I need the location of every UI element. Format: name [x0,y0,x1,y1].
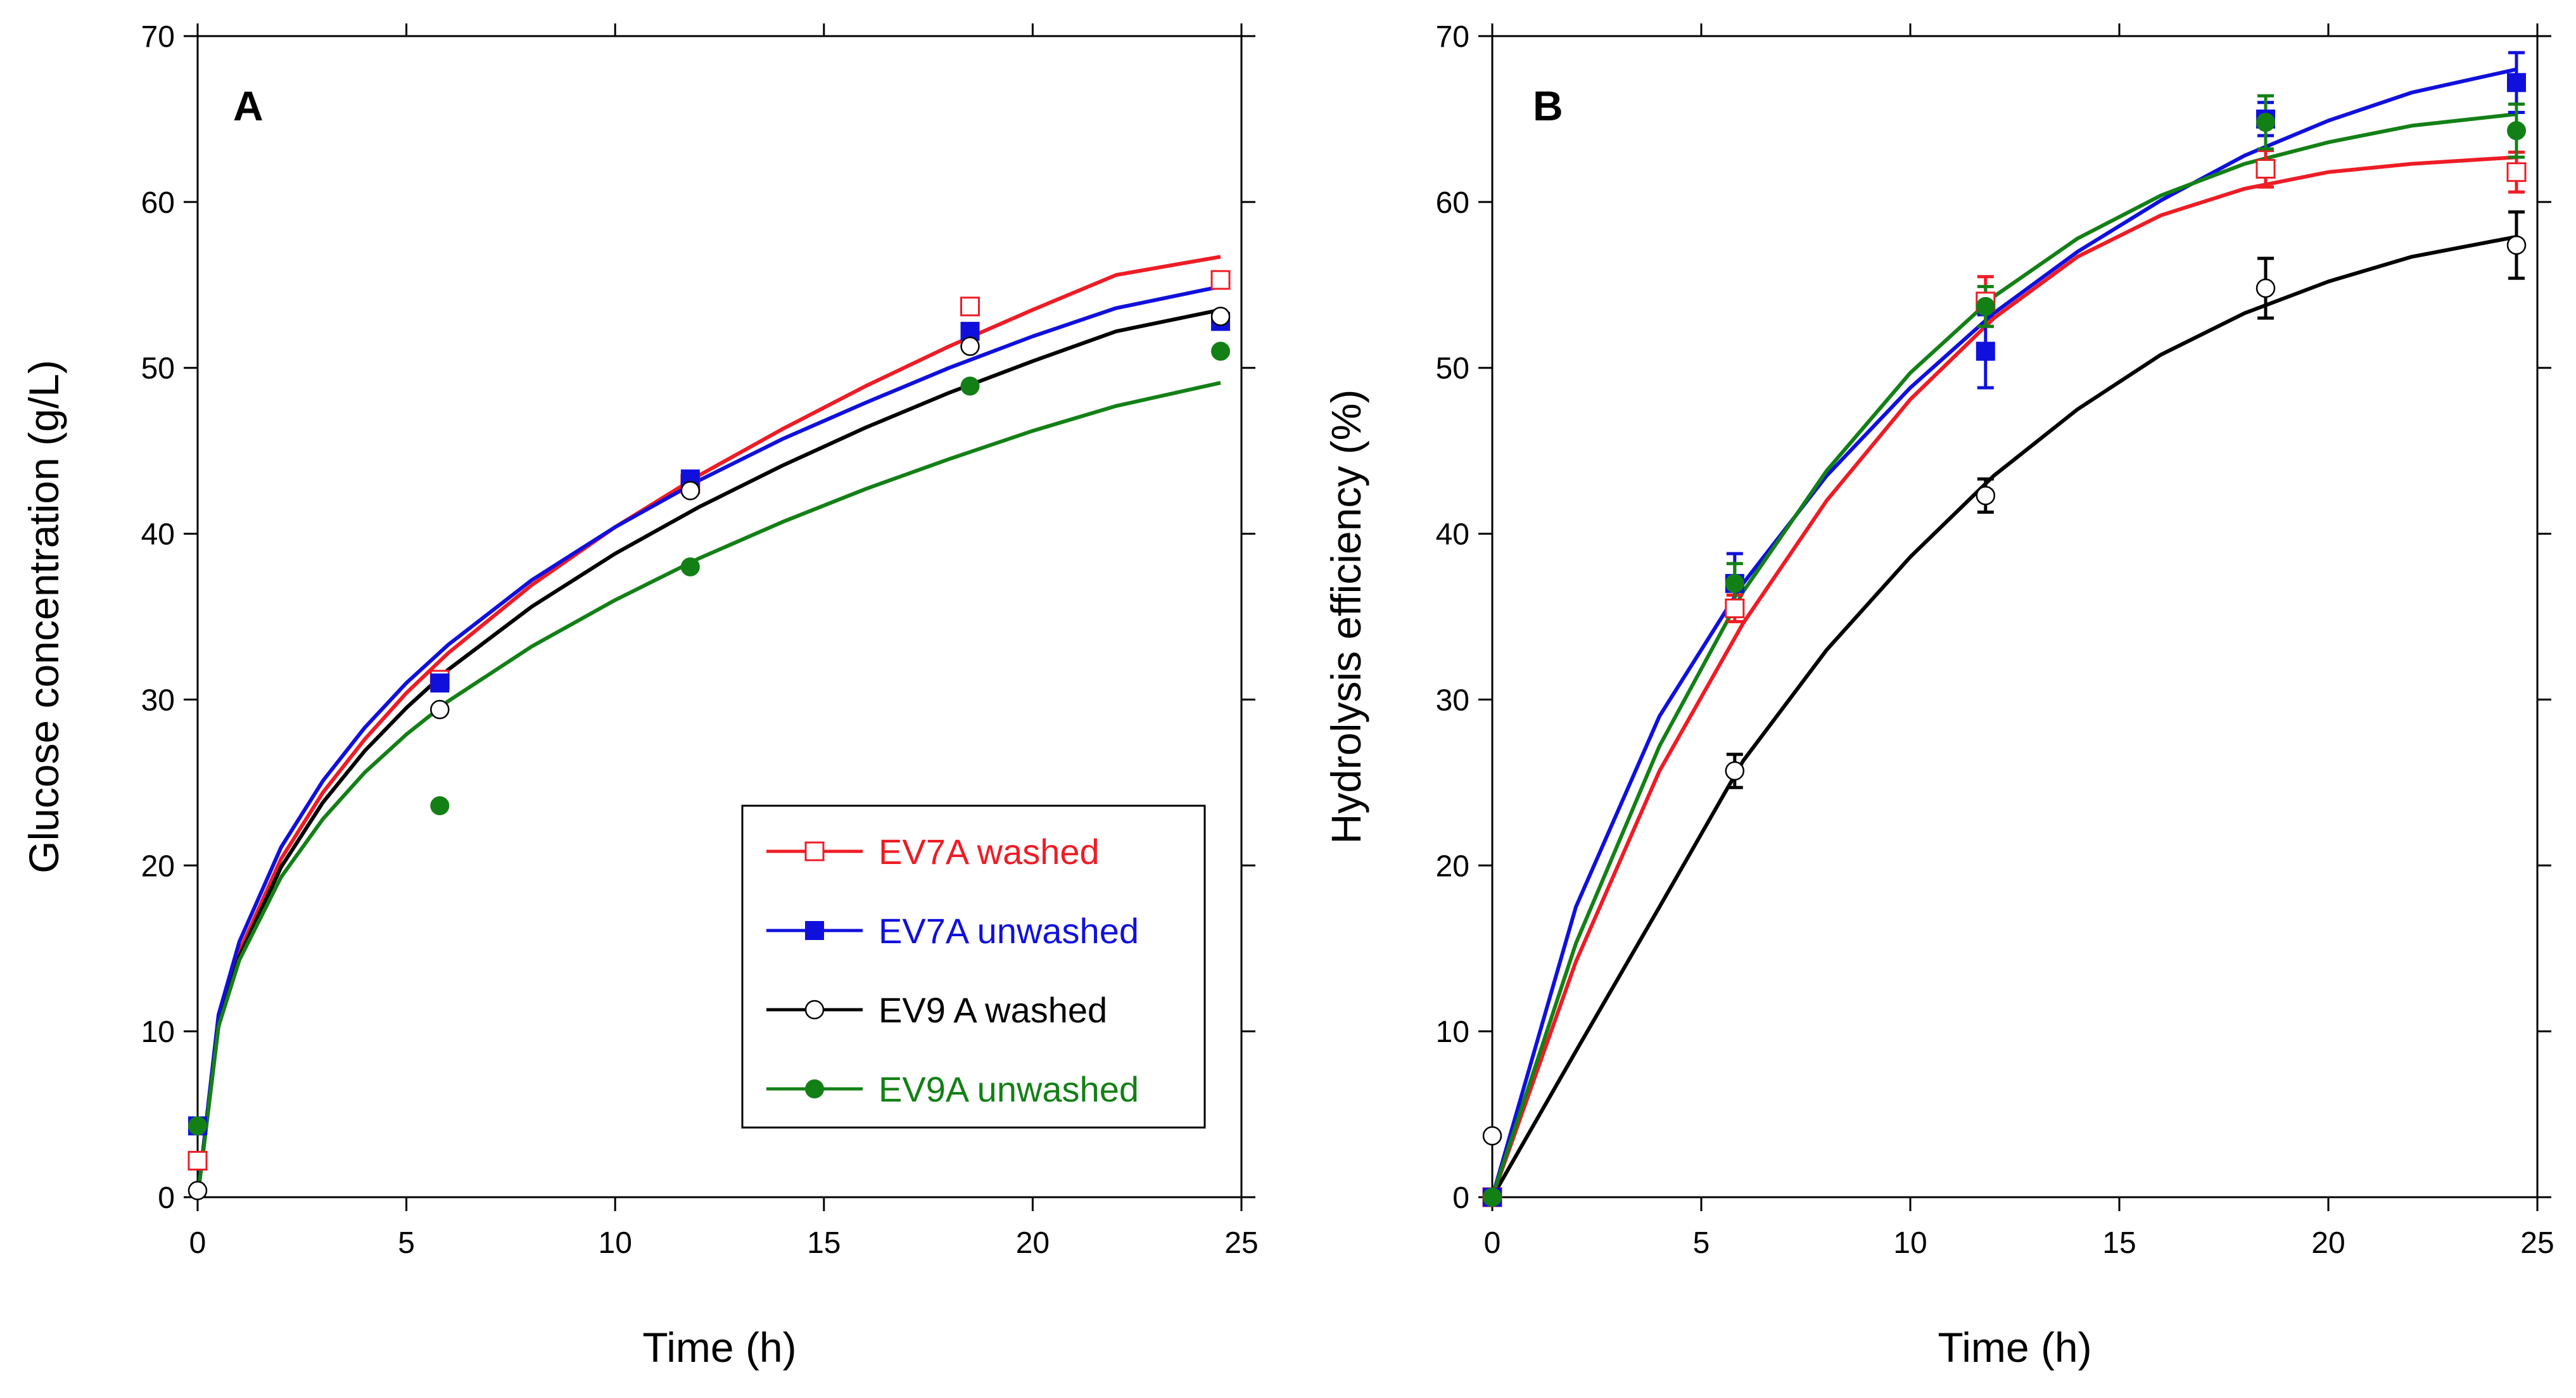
panel-label: B [1533,82,1563,129]
data-point-ev9a-unwashed [188,1116,207,1136]
data-point-ev7a-washed [1725,598,1745,618]
x-tick-label: 10 [1893,1226,1927,1260]
legend-entry-ev7a-washed: EV7A washed [766,832,1100,872]
data-point-ev9a-unwashed [1483,1188,1502,1207]
legend-marker [805,921,824,940]
legend-marker [804,841,825,861]
x-axis-title: Time (h) [1938,1324,2091,1371]
data-point-ev9-a-washed [1725,761,1745,781]
y-tick-label: 40 [1436,518,1469,552]
y-tick-label: 70 [141,20,175,54]
fit-curve-ev9-a-washed [1492,234,2517,1197]
x-tick-label: 15 [2102,1226,2136,1260]
legend-entry-ev9a-unwashed: EV9A unwashed [766,1069,1139,1109]
y-axis-title: Hydrolysis efficiency (%) [1323,390,1369,844]
legend: EV7A washed EV7A unwashed EV9 A washed EV9A… [741,804,1206,1129]
fit-curve-ev9a-unwashed [198,381,1221,1197]
y-tick-label: 20 [1436,849,1469,883]
y-tick-label: 70 [1436,20,1469,54]
y-tick-label: 10 [141,1015,175,1049]
legend-label: EV9A unwashed [879,1069,1139,1109]
plot-frame [196,35,1243,1198]
legend-label: EV7A unwashed [879,911,1139,951]
data-point-ev9a-unwashed [2507,121,2526,141]
data-point-ev7a-washed [1210,270,1231,290]
x-tick-label: 10 [599,1226,632,1260]
data-point-ev7a-unwashed [2507,73,2526,92]
data-point-ev9a-unwashed [1211,341,1231,361]
x-tick-label: 5 [1693,1226,1710,1260]
data-point-ev9-a-washed [1210,307,1231,326]
x-axis-title: Time (h) [642,1324,796,1371]
fit-curve-ev7a-unwashed [1492,67,2517,1197]
data-point-ev9a-unwashed [680,557,700,576]
legend-marker [804,1000,825,1020]
data-point-ev7a-washed [960,296,980,317]
y-tick-label: 60 [1436,186,1469,220]
data-point-ev9a-unwashed [960,376,980,396]
y-tick-label: 0 [158,1181,175,1215]
y-tick-label: 20 [141,849,175,883]
data-point-ev7a-unwashed [430,673,450,693]
fit-curve-ev9a-unwashed [1492,112,2517,1197]
panel-b: 0 5 10 15 20 25 0 10 20 30 40 50 60 70 Time (h) Hydroly… [1323,20,2554,1371]
fit-curve-ev7a-unwashed [198,284,1221,1197]
panel-a: 0 5 10 15 20 25 0 10 20 30 40 50 60 70 Time (h) Glucose… [20,20,1259,1371]
data-point-ev7a-unwashed [1976,341,1995,361]
y-axis-title: Glucose concentration (g/L) [20,360,67,874]
legend-label: EV9 A washed [879,990,1107,1030]
y-tick-label: 50 [1436,352,1469,386]
y-tick-label: 30 [1436,683,1469,717]
x-tick-label: 0 [189,1226,206,1260]
data-point-ev9-a-washed [680,481,701,500]
fit-curve-ev7a-washed [1492,155,2517,1197]
y-tick-label: 0 [1452,1181,1469,1215]
y-tick-label: 50 [141,352,175,386]
y-tick-label: 30 [141,683,175,717]
data-point-ev9-a-washed [430,699,450,720]
x-tick-label: 25 [2520,1226,2554,1260]
x-tick-label: 5 [398,1226,415,1260]
panel-label: A [233,82,263,129]
legend-label: EV7A washed [879,832,1100,872]
data-point-ev7a-washed [2506,162,2527,182]
data-point-ev7a-washed [187,1150,208,1171]
data-point-ev9-a-washed [187,1181,208,1200]
legend-entry-ev7a-unwashed: EV7A unwashed [766,911,1139,951]
data-point-ev9a-unwashed [2256,113,2275,132]
y-tick-label: 10 [1436,1015,1469,1049]
x-tick-label: 20 [1016,1226,1050,1260]
data-point-ev9-a-washed [1482,1126,1502,1146]
data-point-ev9a-unwashed [1725,574,1744,594]
data-point-ev9-a-washed [2256,278,2276,298]
data-point-ev7a-washed [2256,158,2276,179]
x-tick-label: 25 [1224,1226,1258,1260]
data-point-ev9a-unwashed [430,796,450,816]
legend-marker [805,1079,824,1098]
x-tick-label: 0 [1484,1226,1501,1260]
data-point-ev9-a-washed [2506,235,2527,255]
data-point-ev9a-unwashed [1976,296,1995,316]
x-tick-label: 15 [807,1226,841,1260]
x-tick-label: 20 [2311,1226,2345,1260]
plot-frame [1491,35,2539,1198]
y-tick-label: 60 [141,186,175,220]
data-point-ev9-a-washed [960,336,980,356]
legend-entry-ev9-a-washed: EV9 A washed [766,990,1107,1030]
y-tick-label: 40 [141,518,175,552]
data-point-ev9-a-washed [1976,486,1996,505]
